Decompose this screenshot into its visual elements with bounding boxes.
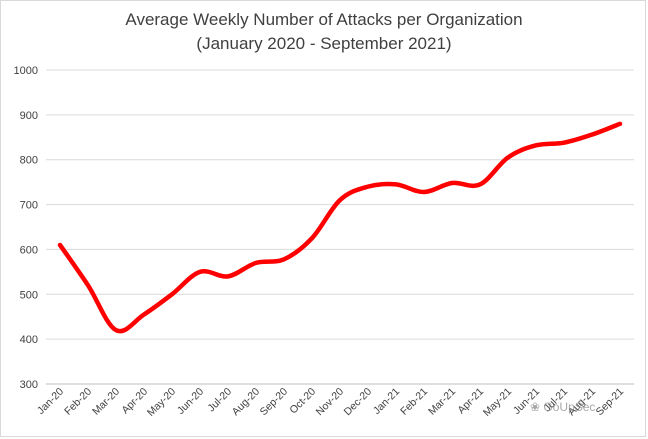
x-tick-label: Sep-21 <box>594 386 627 419</box>
x-tick-label: Sep-20 <box>258 386 291 419</box>
y-tick-label: 900 <box>20 110 38 122</box>
y-tick-label: 700 <box>20 200 38 212</box>
x-tick-label: Jun-20 <box>175 386 206 417</box>
x-tick-label: May-21 <box>481 386 514 419</box>
x-tick-label: Mar-20 <box>90 386 122 418</box>
x-tick-label: Mar-21 <box>426 386 458 418</box>
watermark-text: GoUpSec <box>543 400 596 414</box>
y-tick-label: 800 <box>20 155 38 167</box>
y-tick-label: 400 <box>20 334 38 346</box>
watermark: ❀ GoUpSec <box>530 400 595 414</box>
x-tick-label: Jan-20 <box>35 386 66 417</box>
x-tick-label: Aug-20 <box>230 386 263 419</box>
y-tick-label: 600 <box>20 244 38 256</box>
chart-title: Average Weekly Number of Attacks per Org… <box>0 8 648 56</box>
x-tick-label: Jan-21 <box>371 386 402 417</box>
x-tick-label: Feb-20 <box>62 386 94 418</box>
x-tick-label: May-20 <box>145 386 178 419</box>
x-tick-label: Dec-20 <box>342 386 375 419</box>
y-tick-label: 500 <box>20 289 38 301</box>
y-tick-label: 300 <box>20 379 38 391</box>
chart-title-line-1: Average Weekly Number of Attacks per Org… <box>125 10 523 29</box>
chart-title-line-2: (January 2020 - September 2021) <box>196 34 452 53</box>
x-tick-label: Oct-20 <box>287 386 318 417</box>
series-line <box>57 121 623 334</box>
x-tick-label: Feb-21 <box>398 386 430 418</box>
x-tick-label: Nov-20 <box>314 386 347 419</box>
y-tick-label: 1000 <box>14 65 38 77</box>
wechat-icon: ❀ <box>530 400 541 414</box>
